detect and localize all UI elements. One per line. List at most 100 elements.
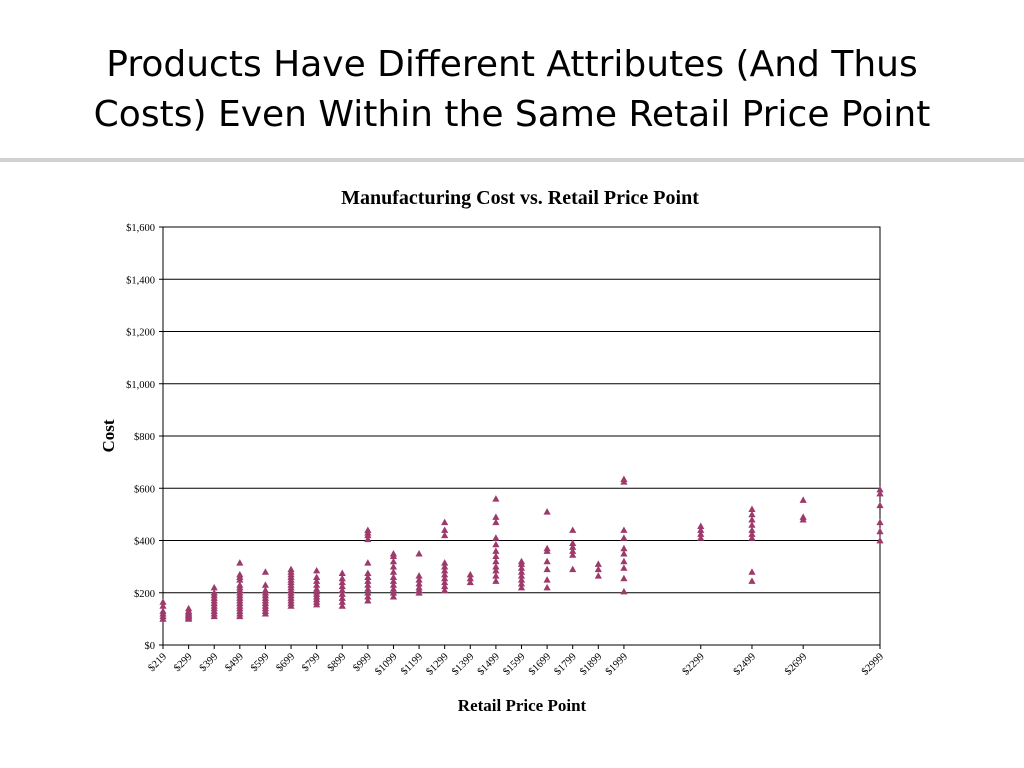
x-tick-label: $1999 [604,651,630,677]
data-point [492,566,500,574]
data-point [210,583,218,591]
data-point [748,516,756,523]
data-point [594,572,602,579]
data-point [364,585,372,592]
x-tick-label: $1699 [527,651,553,677]
data-point [517,580,526,587]
x-tick-label: $1399 [450,651,476,677]
data-point [313,581,321,588]
data-point [415,572,423,579]
data-point [876,485,884,493]
data-point [236,559,244,566]
data-point [364,596,372,604]
data-point [492,572,500,579]
data-point [441,559,449,566]
x-tick-label: $699 [275,651,298,674]
data-point [620,549,628,557]
slide-title: Products Have Different Attributes (And … [0,40,1024,140]
data-point [338,569,346,577]
x-tick-label: $899 [326,651,349,674]
data-point [620,534,628,541]
data-point [364,581,372,588]
data-point [620,564,628,571]
gridlines [163,226,880,594]
data-point [697,530,705,537]
data-point [594,560,602,567]
data-point [876,536,884,544]
data-point [441,526,449,533]
data-point [313,573,321,580]
data-point [261,568,270,575]
data-point [799,513,807,520]
data-point [492,552,500,560]
data-point [261,586,270,594]
data-point [389,573,398,580]
data-point [338,594,346,601]
data-point [620,475,628,482]
data-point [415,549,423,557]
data-point [441,563,449,570]
slide-title-line-2: Costs) Even Within the Same Retail Price… [93,94,931,135]
x-tick-label: $799 [300,651,323,674]
data-point [338,602,346,609]
data-point [389,593,398,600]
data-point [389,557,398,565]
x-tick-label: $2499 [732,651,758,677]
data-point [620,544,628,552]
title-divider [0,158,1024,162]
y-tick-label: $1,200 [126,328,155,339]
data-point [748,526,756,533]
data-point [466,570,474,578]
data-point [492,557,500,565]
data-point [569,526,577,533]
x-tick-label: $299 [172,651,195,674]
data-point [697,522,705,530]
x-tick-label: $999 [351,651,374,674]
x-tick-label: $599 [249,651,272,674]
scatter-chart: Manufacturing Cost vs. Retail Price Poin… [99,187,886,715]
data-point [697,534,705,541]
data-point [569,551,577,558]
data-point [441,531,449,539]
data-point [389,549,398,557]
slide-title-line-1: Products Have Different Attributes (And … [106,44,918,85]
data-point [492,577,500,584]
data-point [876,518,884,526]
data-point [415,583,423,591]
data-point [338,586,346,594]
data-point [313,585,321,592]
x-tick-label: $1099 [373,651,399,677]
x-tick-label: $1599 [501,651,527,677]
data-point [569,543,577,550]
data-point [364,526,372,533]
data-point [517,557,526,565]
data-point [441,566,449,574]
y-axis-label: Cost [99,419,118,452]
data-point [543,544,551,552]
data-point [492,534,500,541]
x-tick-label: $1899 [578,651,604,677]
data-point [415,580,423,587]
data-point [620,574,628,582]
data-point [313,566,321,574]
data-point [441,570,449,578]
data-point [236,581,244,588]
data-point [569,539,577,546]
data-point [748,568,756,575]
data-point [594,565,602,573]
data-point [338,574,346,582]
data-point [517,583,526,591]
data-point [517,564,526,571]
x-tick-label: $399 [198,651,221,674]
chart-title: Manufacturing Cost vs. Retail Price Poin… [341,187,699,209]
data-point [543,565,551,573]
data-point [492,540,500,548]
data-points [159,475,884,622]
data-point [441,574,449,582]
x-tick-label: $1199 [399,651,425,677]
data-point [492,518,500,526]
data-point [159,607,167,614]
x-axis-label: Retail Price Point [458,696,587,715]
data-point [389,568,398,575]
data-point [748,505,756,513]
